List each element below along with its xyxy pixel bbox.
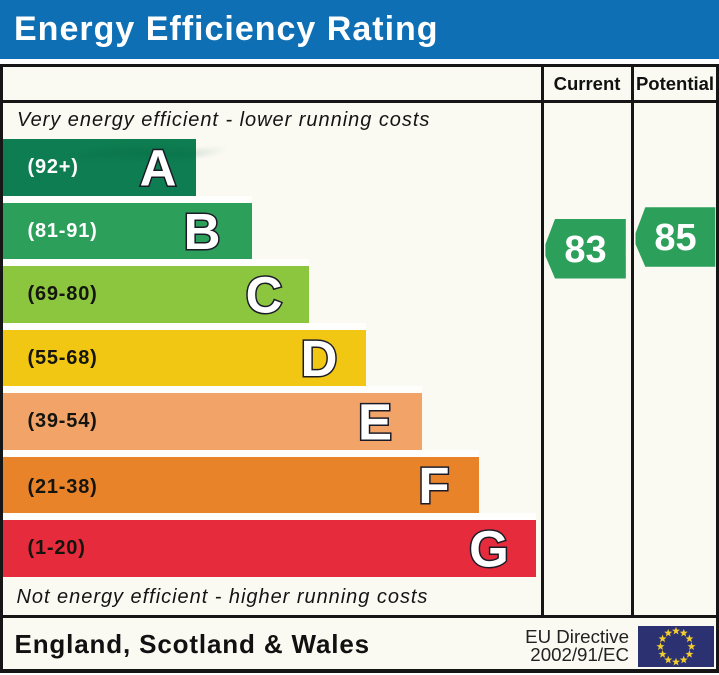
svg-text:F: F	[418, 457, 449, 514]
svg-text:83: 83	[564, 229, 606, 271]
svg-text:B: B	[184, 203, 221, 260]
svg-text:C: C	[246, 267, 283, 324]
svg-text:G: G	[469, 521, 509, 578]
svg-text:A: A	[140, 140, 177, 197]
svg-text:E: E	[358, 394, 392, 451]
svg-text:85: 85	[654, 217, 696, 259]
svg-text:D: D	[301, 330, 338, 387]
